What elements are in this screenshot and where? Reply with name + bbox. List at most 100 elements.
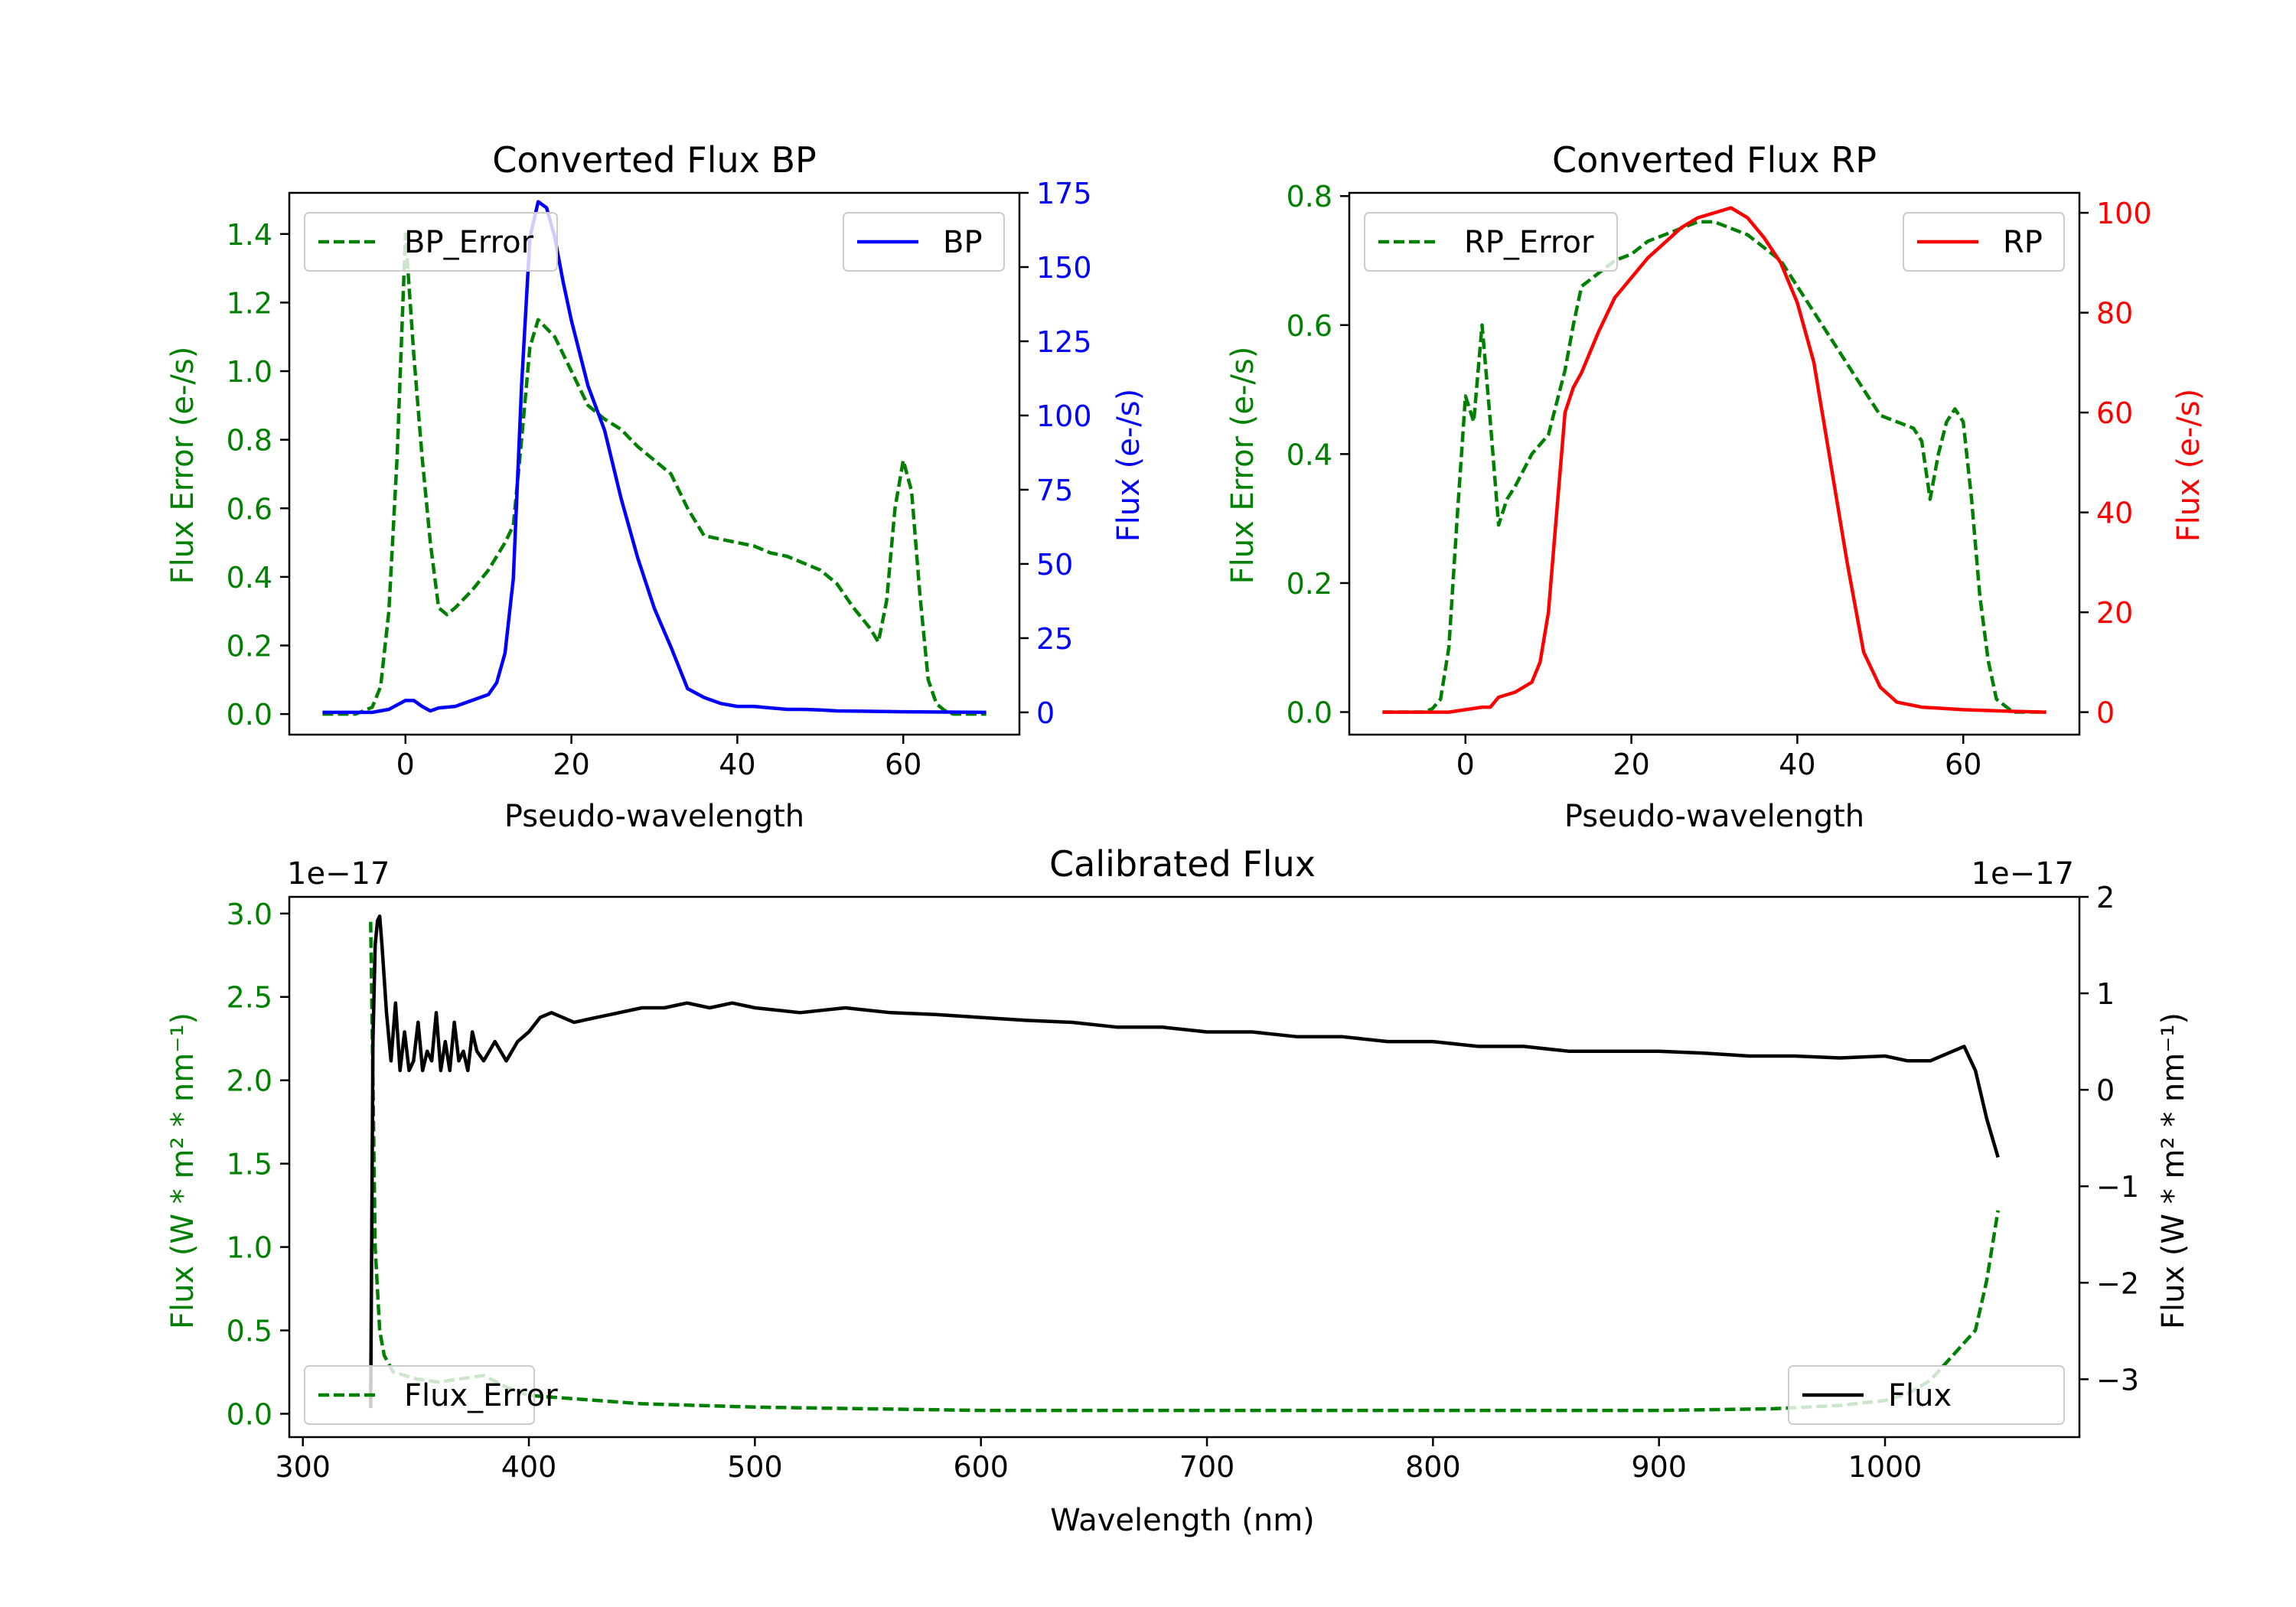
bp-left-y-tick-label: 0.6 xyxy=(227,492,272,526)
rp-right-y-tick-label: 100 xyxy=(2096,197,2152,230)
rp-legend-rp: RP xyxy=(1903,212,2065,272)
bp-legend-label: BP xyxy=(943,225,983,260)
rp-x-tick-label: 40 xyxy=(1779,748,1815,781)
bp-series-bp-error xyxy=(322,232,987,716)
rp-series-rp xyxy=(1382,206,2047,714)
bp-left-y-tick-label: 1.0 xyxy=(227,355,272,389)
cal-right-axis-label: Flux (W * m² * nm⁻¹) xyxy=(2156,1012,2191,1329)
cal-axes-frame xyxy=(288,895,2081,1439)
bp-x-axis-label: Pseudo-wavelength xyxy=(504,799,804,834)
cal-right-y-tick-label: −1 xyxy=(2096,1170,2139,1204)
rp-series-rp-error xyxy=(1382,220,2047,714)
bp-right-y-tick-label: 25 xyxy=(1036,622,1073,656)
bp-right-axis-label: Flux (e-/s) xyxy=(1111,389,1146,542)
cal-right-y-tick-label: 0 xyxy=(2096,1074,2115,1107)
cal-left-offset-label: 1e−17 xyxy=(287,856,390,892)
cal-left-y-tick-label: 1.5 xyxy=(227,1148,272,1182)
bp-right-y-tick-label: 175 xyxy=(1036,177,1092,210)
cal-x-tick-label: 800 xyxy=(1405,1450,1461,1484)
bp-legend-box xyxy=(304,212,558,272)
cal-left-y-tick-label: 1.0 xyxy=(227,1231,272,1265)
cal-legend-box xyxy=(304,1365,535,1425)
rp-legend-box xyxy=(1903,212,2065,272)
cal-left-y-tick-label: 2.0 xyxy=(227,1064,272,1098)
cal-series-flux xyxy=(369,914,2000,1409)
cal-x-tick-label: 700 xyxy=(1179,1450,1235,1484)
bp-legend-label: BP_Error xyxy=(404,225,534,260)
bp-left-y-tick-label: 0.8 xyxy=(227,424,272,458)
rp-left-y-tick-label: 0.8 xyxy=(1287,180,1332,214)
rp-left-y-tick-label: 0.0 xyxy=(1287,696,1332,730)
cal-legend-label: Flux_Error xyxy=(404,1378,558,1413)
bp-right-y-tick-label: 150 xyxy=(1036,251,1092,285)
cal-left-y-tick-label: 3.0 xyxy=(227,898,272,931)
bp-left-y-tick-label: 0.4 xyxy=(227,561,272,595)
bp-right-y-tick-label: 0 xyxy=(1036,696,1055,730)
bp-legend-box xyxy=(843,212,1005,272)
bp-right-y-tick-label: 125 xyxy=(1036,325,1092,359)
bp-left-y-tick-label: 1.4 xyxy=(227,218,272,252)
rp-x-axis-label: Pseudo-wavelength xyxy=(1564,799,1864,834)
rp-legend-box xyxy=(1364,212,1618,272)
cal-legend-flux: Flux xyxy=(1788,1365,2065,1425)
rp-x-tick-label: 0 xyxy=(1456,748,1475,781)
panel-converted-flux-rp: Converted Flux RP Pseudo-wavelength Flux… xyxy=(1225,139,2206,834)
bp-right-y-tick-label: 75 xyxy=(1036,474,1073,507)
bp-right-y-tick-label: 50 xyxy=(1036,548,1073,582)
cal-right-y-tick-label: 1 xyxy=(2096,977,2115,1011)
rp-right-y-tick-label: 80 xyxy=(2096,297,2133,331)
bp-legend-bp-error: BP_Error xyxy=(304,212,558,272)
rp-legend-label: RP xyxy=(2003,225,2043,260)
rp-right-y-tick-label: 0 xyxy=(2096,696,2115,730)
cal-right-y-tick-label: −3 xyxy=(2096,1363,2139,1397)
cal-right-offset-label: 1e−17 xyxy=(1971,856,2074,892)
rp-left-y-tick-label: 0.6 xyxy=(1287,309,1332,343)
bp-x-tick-label: 0 xyxy=(396,748,415,781)
rp-right-axis-label: Flux (e-/s) xyxy=(2171,389,2206,542)
rp-right-y-tick-label: 20 xyxy=(2096,596,2133,630)
cal-x-tick-label: 500 xyxy=(727,1450,783,1484)
rp-right-y-tick-label: 40 xyxy=(2096,497,2133,530)
bp-left-y-tick-label: 0.0 xyxy=(227,698,272,732)
bp-left-axis-label: Flux Error (e-/s) xyxy=(165,347,201,585)
rp-x-tick-label: 20 xyxy=(1613,748,1649,781)
cal-right-y-tick-label: 2 xyxy=(2096,881,2115,914)
bp-legend-bp: BP xyxy=(843,212,1005,272)
rp-right-y-tick-label: 60 xyxy=(2096,396,2133,430)
rp-left-axis-label: Flux Error (e-/s) xyxy=(1225,347,1261,585)
cal-x-tick-label: 600 xyxy=(953,1450,1009,1484)
cal-left-y-tick-label: 0.0 xyxy=(227,1397,272,1431)
cal-x-tick-label: 400 xyxy=(501,1450,557,1484)
cal-x-tick-label: 900 xyxy=(1631,1450,1687,1484)
bp-left-y-tick-label: 0.2 xyxy=(227,629,272,663)
cal-x-tick-label: 1000 xyxy=(1848,1450,1923,1484)
bp-x-tick-label: 60 xyxy=(885,748,921,781)
bp-series-bp xyxy=(322,200,987,715)
bp-x-tick-label: 20 xyxy=(553,748,589,781)
cal-title: Calibrated Flux xyxy=(1049,843,1316,885)
cal-left-y-tick-label: 0.5 xyxy=(227,1315,272,1348)
rp-legend-rp-error: RP_Error xyxy=(1364,212,1618,272)
cal-right-y-tick-label: −2 xyxy=(2096,1266,2139,1300)
cal-legend-flux-error: Flux_Error xyxy=(304,1365,558,1425)
cal-legend-box xyxy=(1788,1365,2065,1425)
bp-right-y-tick-label: 100 xyxy=(1036,399,1092,433)
panel-converted-flux-bp: Converted Flux BP Pseudo-wavelength Flux… xyxy=(165,139,1146,834)
panel-calibrated-flux: Calibrated Flux Wavelength (nm) Flux (W … xyxy=(165,843,2191,1538)
bp-axes-frame xyxy=(288,191,1021,736)
bp-x-tick-label: 40 xyxy=(719,748,755,781)
rp-axes-frame xyxy=(1348,191,2081,736)
cal-left-axis-label: Flux (W * m² * nm⁻¹) xyxy=(165,1012,201,1329)
rp-legend-label: RP_Error xyxy=(1464,225,1594,260)
rp-left-y-tick-label: 0.2 xyxy=(1287,567,1332,601)
cal-left-y-tick-label: 2.5 xyxy=(227,981,272,1015)
rp-title: Converted Flux RP xyxy=(1552,139,1877,181)
cal-x-tick-label: 300 xyxy=(275,1450,331,1484)
bp-title: Converted Flux BP xyxy=(492,139,817,181)
rp-x-tick-label: 60 xyxy=(1945,748,1981,781)
bp-left-y-tick-label: 1.2 xyxy=(227,286,272,320)
rp-left-y-tick-label: 0.4 xyxy=(1287,438,1332,471)
cal-x-axis-label: Wavelength (nm) xyxy=(1050,1503,1315,1538)
cal-legend-label: Flux xyxy=(1888,1378,1952,1413)
